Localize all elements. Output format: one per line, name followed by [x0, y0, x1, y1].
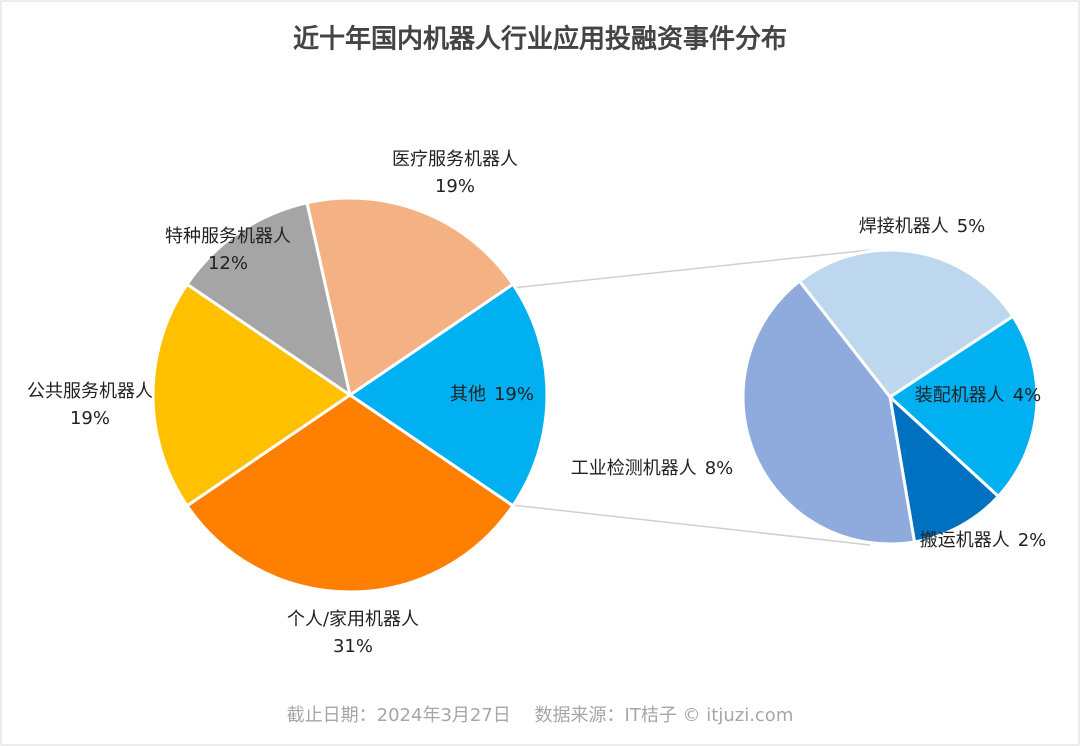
- slice-label: 工业检测机器人 8%: [571, 458, 734, 479]
- category-name: 特种服务机器人: [165, 226, 291, 247]
- category-name: 焊接机器人: [859, 216, 949, 237]
- category-name: 其他: [450, 384, 486, 405]
- connector-line: [511, 504, 871, 546]
- slice-label: 公共服务机器人 19%: [27, 381, 153, 429]
- pie-slice: [305, 196, 516, 398]
- value-label: 31%: [333, 636, 373, 657]
- value-label: 12%: [208, 253, 248, 274]
- value-label: 4%: [1013, 385, 1042, 406]
- category-name: 公共服务机器人: [27, 381, 153, 402]
- category-name: 搬运机器人: [920, 530, 1010, 551]
- value-label: 5%: [957, 216, 986, 237]
- category-name: 装配机器人: [915, 385, 1005, 406]
- slice-label: 搬运机器人 2%: [920, 530, 1047, 551]
- pie-slice: [741, 279, 917, 546]
- pie-slice: [184, 393, 516, 594]
- pie-slice: [887, 392, 1001, 544]
- connector-line: [511, 249, 871, 289]
- slice-label: 特种服务机器人 12%: [165, 226, 291, 274]
- value-label: 19%: [435, 176, 475, 197]
- pie-slice: [887, 314, 1039, 499]
- category-name: 工业检测机器人: [571, 458, 697, 479]
- category-name: 个人/家用机器人: [287, 609, 419, 630]
- slice-label: 医疗服务机器人 19%: [392, 149, 518, 197]
- pie-slice: [347, 282, 549, 508]
- chart-title: 近十年国内机器人行业应用投融资事件分布: [293, 24, 787, 55]
- value-label: 8%: [705, 458, 734, 479]
- pie-slice: [184, 200, 353, 399]
- value-label: 19%: [494, 384, 534, 405]
- category-name: 医疗服务机器人: [392, 149, 518, 170]
- footnote: 截止日期：2024年3月27日 数据来源：IT桔子 © itjuzi.com: [287, 705, 794, 726]
- pie-slice: [797, 248, 1015, 400]
- slice-label: 装配机器人 4%: [915, 385, 1042, 406]
- pie-slice: [151, 282, 353, 508]
- slice-label: 焊接机器人 5%: [859, 216, 986, 237]
- slice-label: 个人/家用机器人 31%: [287, 609, 419, 657]
- value-label: 19%: [70, 408, 110, 429]
- value-label: 2%: [1018, 530, 1047, 551]
- slice-label: 其他 19%: [450, 384, 534, 405]
